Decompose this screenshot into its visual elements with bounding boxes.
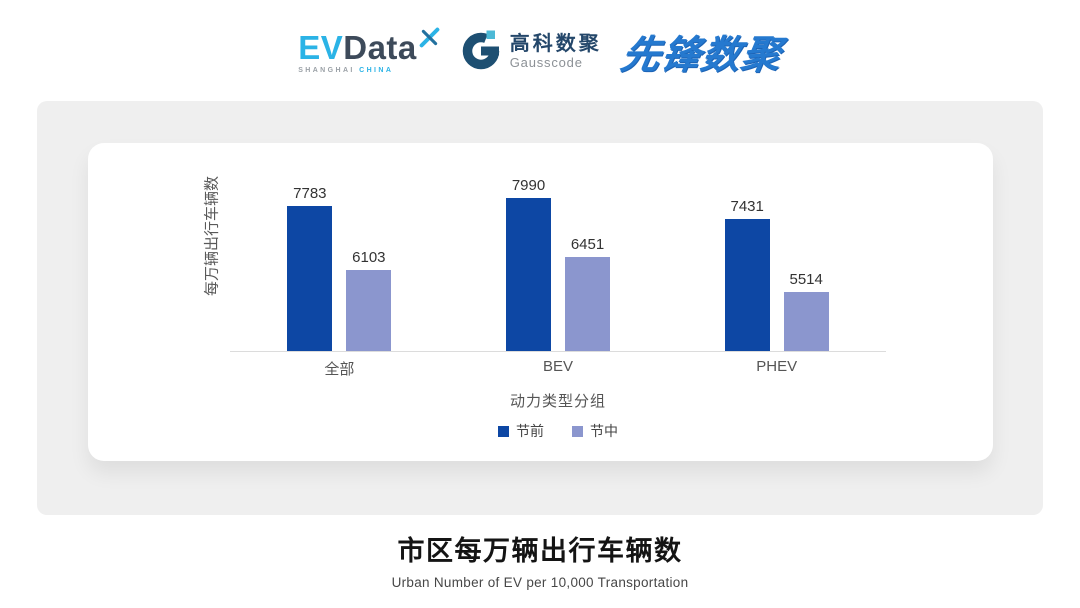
bar-节前-BEV: 7990 (506, 177, 551, 351)
category-label-BEV: BEV (543, 358, 574, 375)
chart-title: 市区每万辆出行车辆数 (397, 536, 683, 566)
bar-节中-PHEV: 5514 (783, 271, 829, 351)
bar-value-label: 5514 (789, 271, 823, 288)
brand-header: EV Data SHANGHAI CHINA 高科数聚 Gausscode (0, 20, 1080, 84)
bar-value-label: 7431 (730, 198, 764, 215)
chart-subtitle: Urban Number of EV per 10,000 Transporta… (391, 575, 689, 590)
bar-value-label: 7990 (511, 177, 546, 194)
bar-节前-PHEV: 7431 (724, 198, 770, 351)
chart-panel: 每万辆出行车辆数 7783 6103 7990 6451 7431 5514 全部 BEV P… (37, 101, 1043, 515)
evdata-logo: EV Data SHANGHAI CHINA (298, 27, 440, 74)
bar-节中-全部: 6103 (346, 249, 392, 351)
evdata-logo-subtitle: SHANGHAI CHINA (298, 66, 394, 74)
category-axis: 全部 BEV PHEV (230, 358, 886, 379)
evdata-x-mark-icon (419, 27, 440, 52)
legend-swatch-icon (498, 425, 509, 437)
y-axis-label: 每万辆出行车辆数 (203, 175, 221, 297)
x-axis-label: 动力类型分组 (509, 393, 606, 410)
category-label-PHEV: PHEV (756, 358, 798, 375)
legend-swatch-icon (572, 425, 583, 437)
legend-item-节中: 节中 (572, 421, 618, 441)
gausscode-logo: 高科数聚 Gausscode (460, 29, 602, 76)
chart-card: 每万辆出行车辆数 7783 6103 7990 6451 7431 5514 全部 BEV P… (88, 143, 993, 461)
bar-group-PHEV: 7431 5514 (667, 143, 886, 351)
bar-value-label: 6103 (352, 249, 386, 266)
caption-block: 市区每万辆出行车辆数 Urban Number of EV per 10,000… (0, 529, 1080, 590)
bar-节前-全部: 7783 (287, 185, 333, 351)
plot-area: 7783 6103 7990 6451 7431 5514 (230, 143, 886, 352)
pioneer-data-logo: 先锋数聚 (617, 34, 785, 77)
legend-item-节前: 节前 (498, 421, 544, 441)
bar-节中-BEV: 6451 (565, 236, 610, 351)
bar-group-全部: 7783 6103 (230, 143, 449, 351)
bar-group-BEV: 7990 6451 (449, 143, 668, 351)
legend: 节前 节中 (230, 421, 886, 441)
category-label-全部: 全部 (324, 361, 355, 378)
gausscode-g-icon (460, 29, 502, 76)
gausscode-cn-name: 高科数聚 (509, 33, 602, 56)
evdata-logo-ev: EV (298, 28, 344, 66)
evdata-logo-data: Data (343, 28, 417, 66)
bar-value-label: 6451 (570, 236, 605, 253)
legend-label: 节前 (516, 423, 544, 439)
legend-label: 节中 (590, 423, 618, 439)
gausscode-en-name: Gausscode (509, 55, 583, 71)
bar-value-label: 7783 (293, 185, 327, 202)
